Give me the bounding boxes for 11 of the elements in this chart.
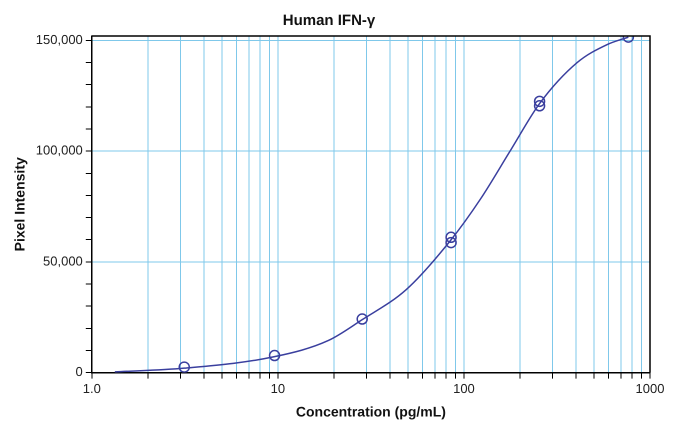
x-tick-label: 100 [453, 380, 475, 396]
x-tick-label: 10 [270, 380, 286, 396]
y-tick-label: 100,000 [36, 142, 83, 158]
x-axis-title: Concentration (pg/mL) [296, 403, 446, 420]
y-tick-label: 150,000 [36, 32, 83, 48]
chart-title: Human IFN-γ [282, 12, 376, 30]
y-tick-label: 50,000 [43, 253, 83, 268]
x-tick-label: 1.0 [82, 380, 101, 396]
x-tick-label: 1000 [636, 380, 664, 396]
y-tick-label: 0 [76, 364, 83, 380]
y-axis-title: Pixel Intensity [11, 157, 28, 252]
